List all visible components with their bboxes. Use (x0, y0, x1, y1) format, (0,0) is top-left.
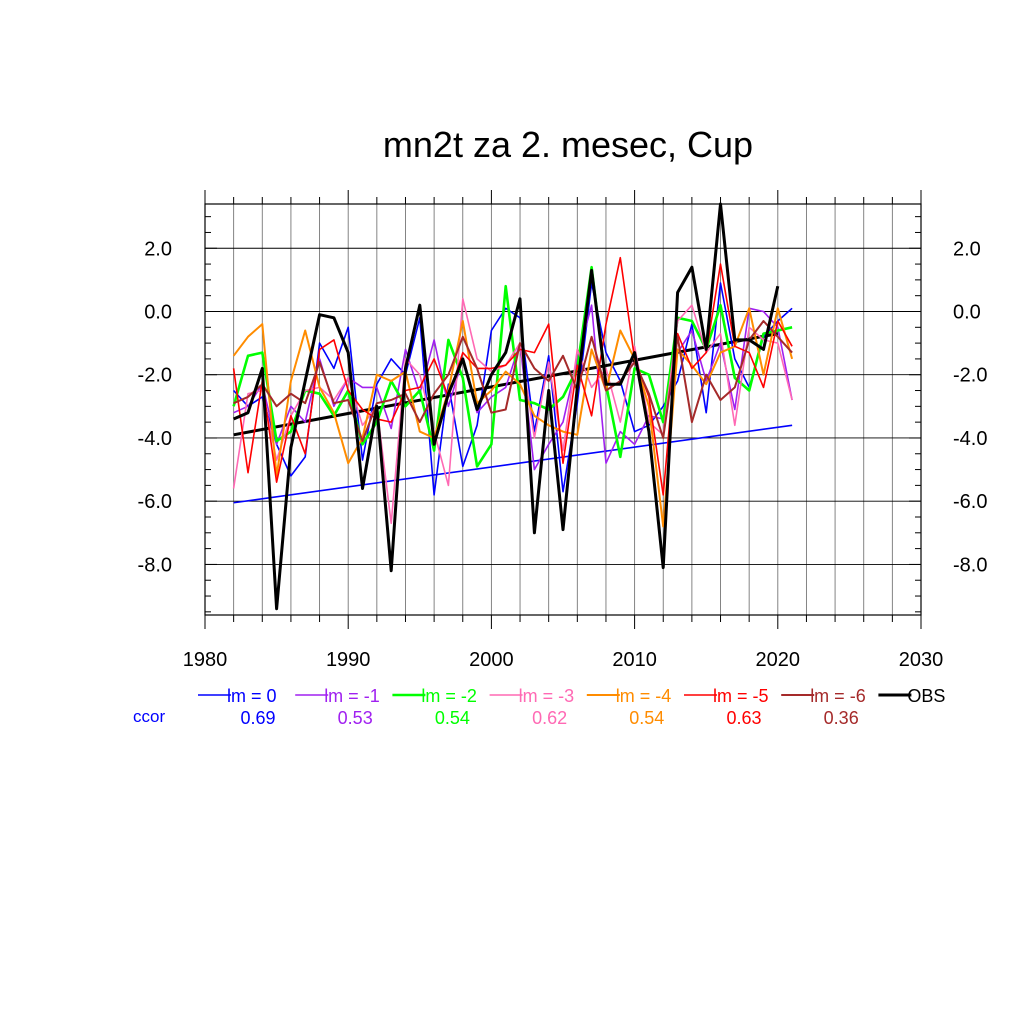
y-tick-label-right: -8.0 (953, 554, 987, 576)
y-tick-label-right: -6.0 (953, 491, 987, 513)
x-tick-label: 2030 (899, 649, 944, 671)
grid (205, 204, 921, 615)
series-line-lm-2 (232, 265, 793, 468)
legend-ccor-value: 0.69 (240, 708, 275, 728)
y-tick-label-right: 0.0 (953, 301, 981, 323)
x-tick-label: 2020 (756, 649, 801, 671)
legend-label: lm = -1 (324, 686, 380, 706)
legend-label: lm = -5 (713, 686, 769, 706)
axis-ticks (204, 190, 922, 629)
series-line-lm-6 (233, 320, 793, 443)
legend-ccor-value: 0.54 (629, 708, 664, 728)
legend-ccor-value: 0.36 (824, 708, 859, 728)
y-tick-label-right: -2.0 (953, 365, 987, 387)
x-tick-label: 1990 (326, 649, 371, 671)
series-lines (232, 202, 794, 611)
legend-ccor-value: 0.54 (435, 708, 470, 728)
tick-labels: 2.0 2.0 0.0 0.0 -2.0 -2.0 -4.0 -4.0 -6.0 -6.0 -8.0… (138, 238, 988, 671)
trend-lines (233, 332, 793, 504)
series-line-lm-3 (232, 298, 793, 525)
legend-ccor-value: 0.62 (532, 708, 567, 728)
legend-ccor-value: 0.63 (726, 708, 761, 728)
series-line-lm-5 (232, 256, 793, 496)
x-tick-label: 2010 (612, 649, 657, 671)
y-tick-label-left: 2.0 (144, 238, 172, 260)
legend-label: lm = -3 (519, 686, 575, 706)
legend-label: lm = -4 (616, 686, 672, 706)
x-tick-label: 1980 (183, 649, 228, 671)
y-tick-label-left: 0.0 (144, 301, 172, 323)
legend-ccor-value: 0.53 (338, 708, 373, 728)
legend-label: OBS (907, 686, 945, 706)
x-tick-label: 2000 (469, 649, 514, 671)
y-tick-label-right: -4.0 (953, 428, 987, 450)
series-line-lm-0 (233, 282, 793, 496)
legend-label: lm = -6 (810, 686, 866, 706)
trend-line (233, 424, 793, 504)
series-line-obs (232, 202, 780, 611)
y-tick-label-left: -4.0 (138, 428, 172, 450)
legend-label: lm = 0 (227, 686, 277, 706)
legend-label: lm = -2 (421, 686, 477, 706)
y-tick-label-right: 2.0 (953, 238, 981, 260)
y-tick-label-left: -8.0 (138, 554, 172, 576)
chart-title: mn2t za 2. mesec, Cup (383, 124, 753, 165)
ccor-label: ccor (133, 707, 165, 726)
trend-line (233, 332, 779, 437)
y-tick-label-left: -6.0 (138, 491, 172, 513)
plot-frame (204, 203, 922, 616)
y-tick-label-left: -2.0 (138, 365, 172, 387)
